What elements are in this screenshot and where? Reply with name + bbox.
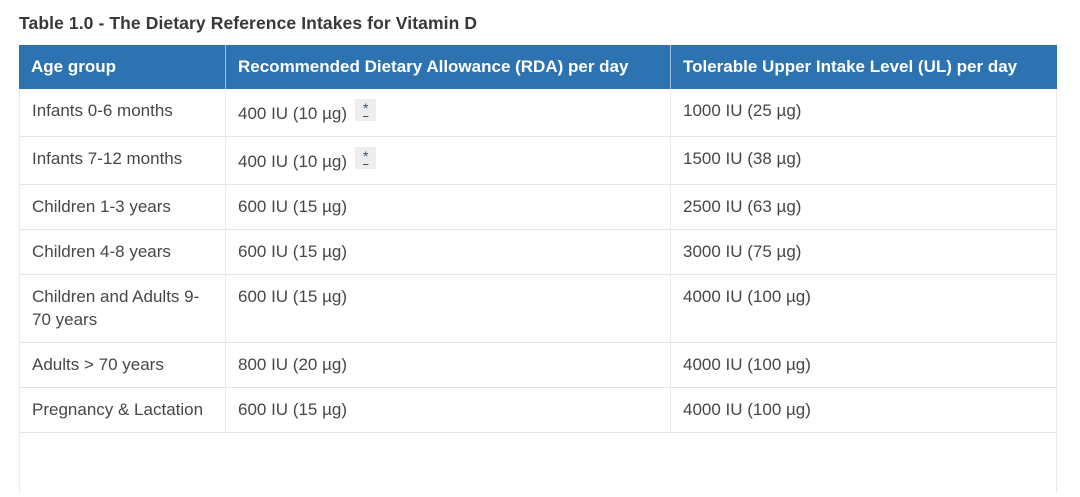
ul-cell: 4000 IU (100 µg) — [670, 388, 1057, 433]
age-group-cell: Pregnancy & Lactation — [19, 388, 225, 433]
table-row: Children 1-3 years 600 IU (15 µg) 2500 I… — [19, 185, 1057, 230]
table-header: Age group Recommended Dietary Allowance … — [19, 45, 1057, 89]
column-header-ul-per-day: Tolerable Upper Intake Level (UL) per da… — [670, 45, 1057, 89]
age-group-text: Pregnancy & Lactation — [32, 400, 204, 419]
table-title: Table 1.0 - The Dietary Reference Intake… — [19, 13, 478, 33]
rda-value-text: 600 IU (15 µg) — [238, 242, 348, 261]
age-group-cell: Children and Adults 9-70 years — [19, 275, 225, 343]
ul-value-text: 4000 IU (100 µg) — [683, 400, 811, 419]
ul-value-text: 4000 IU (100 µg) — [683, 355, 811, 374]
age-group-text: Infants 0-6 months — [32, 101, 173, 120]
ul-cell: 2500 IU (63 µg) — [670, 185, 1057, 230]
ul-cell: 4000 IU (100 µg) — [670, 343, 1057, 388]
rda-cell: 800 IU (20 µg) — [225, 343, 670, 388]
dietary-reference-intakes-table: Age group Recommended Dietary Allowance … — [19, 45, 1057, 493]
column-header-rda-per-day: Recommended Dietary Allowance (RDA) per … — [225, 45, 670, 89]
table-row: Adults > 70 years 800 IU (20 µg) 4000 IU… — [19, 343, 1057, 388]
age-group-cell: Infants 7-12 months — [19, 137, 225, 185]
ul-cell: 1000 IU (25 µg) — [670, 89, 1057, 137]
rda-cell: 600 IU (15 µg) — [225, 230, 670, 275]
table-body: Infants 0-6 months 400 IU (10 µg) * 1000 … — [19, 89, 1057, 493]
age-group-text: Children 1-3 years — [32, 197, 171, 216]
footnote-asterisk-link[interactable]: * — [355, 147, 377, 169]
age-group-cell: Children 4-8 years — [19, 230, 225, 275]
age-group-text: Children and Adults 9-70 years — [32, 287, 200, 329]
ul-value-text: 3000 IU (75 µg) — [683, 242, 802, 261]
age-group-text: Infants 7-12 months — [32, 149, 183, 168]
age-group-cell: Children 1-3 years — [19, 185, 225, 230]
age-group-cell: Adults > 70 years — [19, 343, 225, 388]
age-group-text: Children 4-8 years — [32, 242, 171, 261]
ul-cell: 4000 IU (100 µg) — [670, 275, 1057, 343]
ul-value-text: 2500 IU (63 µg) — [683, 197, 802, 216]
rda-value-text: 400 IU (10 µg) — [238, 152, 348, 171]
ul-cell: 1500 IU (38 µg) — [670, 137, 1057, 185]
ul-value-text: 1500 IU (38 µg) — [683, 149, 802, 168]
column-header-age-group: Age group — [19, 45, 225, 89]
ul-value-text: 4000 IU (100 µg) — [683, 287, 811, 306]
table-footer-cell — [19, 433, 1057, 493]
rda-cell: 600 IU (15 µg) — [225, 185, 670, 230]
rda-value-text: 400 IU (10 µg) — [238, 104, 348, 123]
table-row: Pregnancy & Lactation 600 IU (15 µg) 400… — [19, 388, 1057, 433]
ul-value-text: 1000 IU (25 µg) — [683, 101, 802, 120]
table-footer-row — [19, 433, 1057, 493]
rda-cell: 400 IU (10 µg) * — [225, 137, 670, 185]
age-group-cell: Infants 0-6 months — [19, 89, 225, 137]
footnote-asterisk-link[interactable]: * — [355, 99, 377, 121]
rda-value-text: 600 IU (15 µg) — [238, 400, 348, 419]
table-row: Children 4-8 years 600 IU (15 µg) 3000 I… — [19, 230, 1057, 275]
rda-value-text: 600 IU (15 µg) — [238, 287, 348, 306]
ul-cell: 3000 IU (75 µg) — [670, 230, 1057, 275]
age-group-text: Adults > 70 years — [32, 355, 164, 374]
rda-value-text: 600 IU (15 µg) — [238, 197, 348, 216]
rda-cell: 600 IU (15 µg) — [225, 275, 670, 343]
table-row: Children and Adults 9-70 years 600 IU (1… — [19, 275, 1057, 343]
rda-cell: 600 IU (15 µg) — [225, 388, 670, 433]
rda-cell: 400 IU (10 µg) * — [225, 89, 670, 137]
rda-value-text: 800 IU (20 µg) — [238, 355, 348, 374]
header-row: Age group Recommended Dietary Allowance … — [19, 45, 1057, 89]
table-row: Infants 0-6 months 400 IU (10 µg) * 1000 … — [19, 89, 1057, 137]
table-row: Infants 7-12 months 400 IU (10 µg) * 1500… — [19, 137, 1057, 185]
